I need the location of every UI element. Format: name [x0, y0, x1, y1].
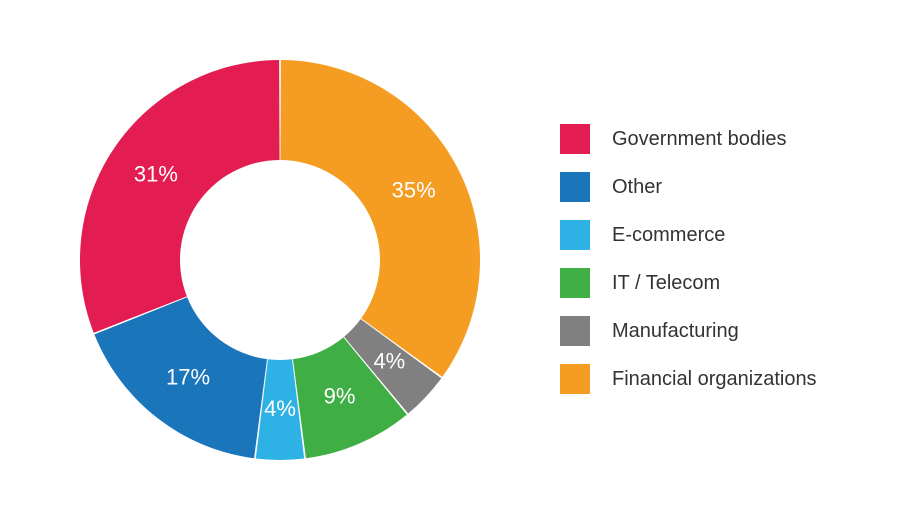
legend-swatch-manufacturing: [560, 316, 590, 346]
legend-label-ecommerce: E-commerce: [612, 224, 725, 247]
legend-label-other: Other: [612, 176, 662, 199]
legend-item-it_telecom: IT / Telecom: [560, 259, 817, 307]
legend: Government bodies Other E-commerce IT / Tel…: [560, 115, 817, 403]
legend-item-ecommerce: E-commerce: [560, 211, 817, 259]
legend-label-government: Government bodies: [612, 128, 787, 151]
slice-label-manufacturing: 4%: [373, 348, 405, 373]
legend-swatch-government: [560, 124, 590, 154]
donut-svg: 35% 4% 9% 4% 17% 31%: [60, 40, 500, 480]
slice-label-other: 17%: [166, 364, 210, 389]
slice-label-it_telecom: 9%: [324, 383, 356, 408]
slice-financial: [280, 60, 480, 377]
legend-swatch-it_telecom: [560, 268, 590, 298]
legend-label-it_telecom: IT / Telecom: [612, 272, 720, 295]
slice-label-government: 31%: [134, 162, 178, 187]
legend-swatch-other: [560, 172, 590, 202]
legend-label-financial: Financial organizations: [612, 368, 817, 391]
legend-swatch-ecommerce: [560, 220, 590, 250]
donut-chart: 35% 4% 9% 4% 17% 31%: [60, 40, 500, 480]
legend-item-other: Other: [560, 163, 817, 211]
legend-swatch-financial: [560, 364, 590, 394]
slice-label-financial: 35%: [392, 178, 436, 203]
legend-item-financial: Financial organizations: [560, 355, 817, 403]
legend-label-manufacturing: Manufacturing: [612, 320, 739, 343]
slice-government: [80, 60, 280, 333]
legend-item-manufacturing: Manufacturing: [560, 307, 817, 355]
legend-item-government: Government bodies: [560, 115, 817, 163]
slice-label-ecommerce: 4%: [264, 396, 296, 421]
